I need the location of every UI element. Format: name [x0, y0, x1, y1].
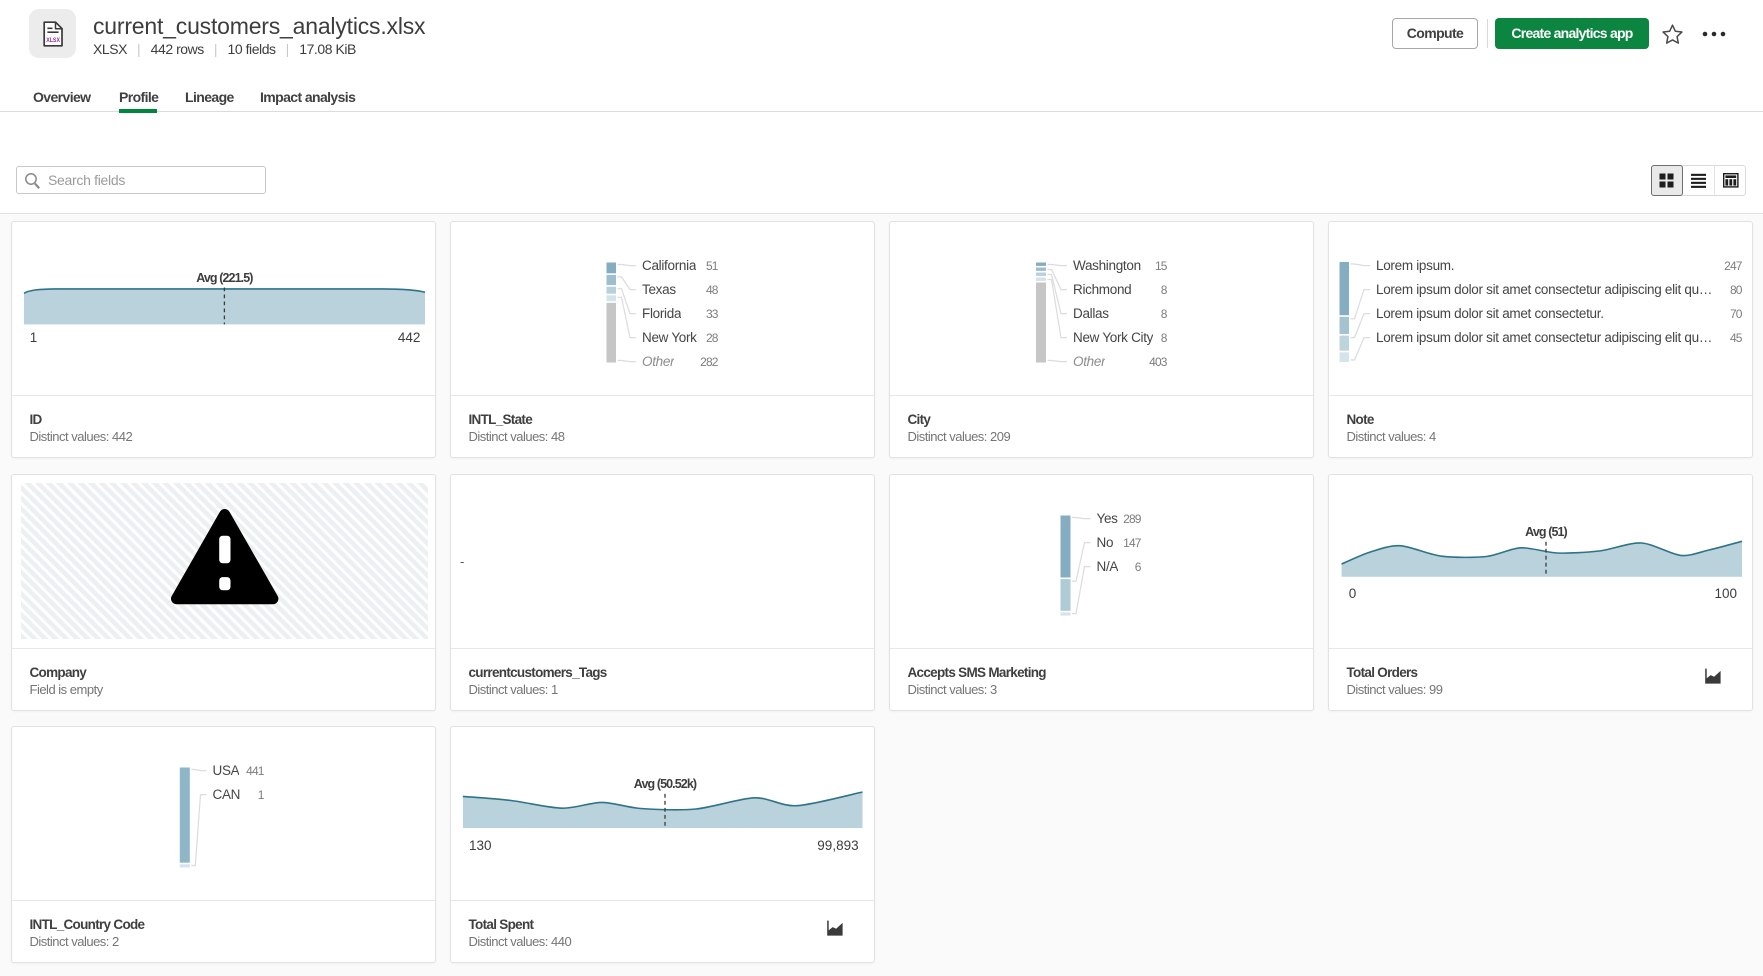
svg-text:XLSX: XLSX — [46, 37, 60, 44]
